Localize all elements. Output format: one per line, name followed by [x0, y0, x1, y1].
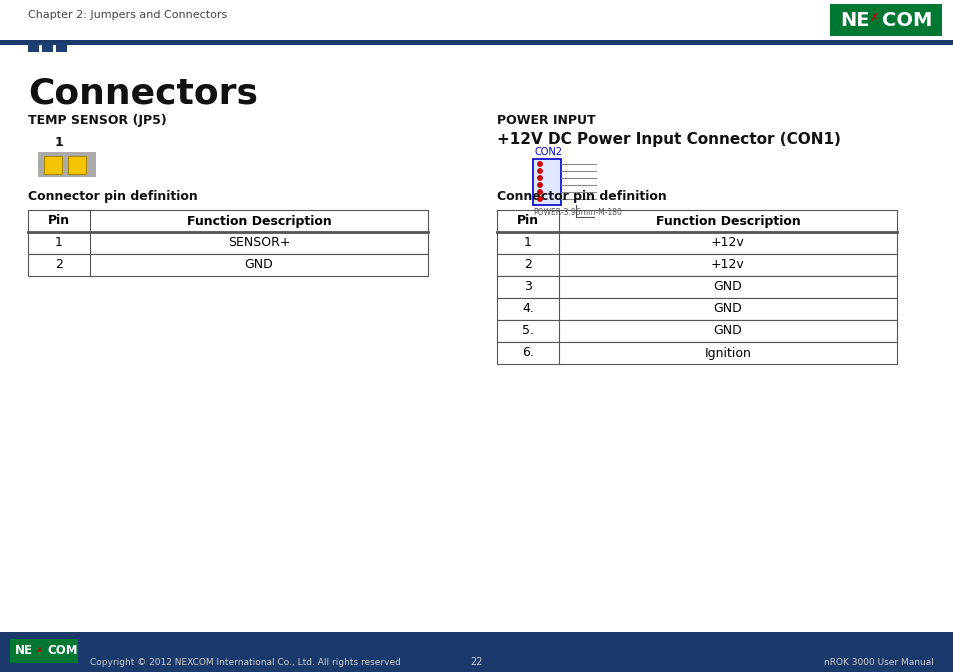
Bar	[38, 152, 96, 177]
Text: GND: GND	[713, 325, 741, 337]
Text: 6.: 6.	[521, 347, 534, 360]
Text: 1: 1	[55, 237, 63, 249]
Text: Pin: Pin	[517, 214, 538, 228]
Text: POWER INPUT: POWER INPUT	[497, 114, 595, 127]
Text: 5.: 5.	[521, 325, 534, 337]
Text: Ignition: Ignition	[704, 347, 751, 360]
Text: ✗: ✗	[35, 646, 43, 655]
Bar	[533, 159, 560, 205]
Text: CON2: CON2	[535, 147, 562, 157]
Text: 2: 2	[523, 259, 532, 271]
Text: Connector pin definition: Connector pin definition	[28, 190, 197, 203]
Text: 22: 22	[470, 657, 483, 667]
Text: 3: 3	[523, 280, 532, 294]
Circle shape	[537, 169, 541, 173]
Text: ✗: ✗	[868, 13, 878, 23]
Text: 4.: 4.	[521, 302, 534, 315]
Text: Connectors: Connectors	[28, 76, 257, 110]
Bar	[497, 342, 896, 364]
Text: Function Description: Function Description	[655, 214, 800, 228]
Bar	[0, 40, 953, 45]
Text: GND: GND	[713, 280, 741, 294]
Bar	[497, 276, 896, 298]
Text: Pin: Pin	[48, 214, 70, 228]
Text: 1: 1	[523, 237, 532, 249]
Bar	[497, 254, 896, 276]
Bar	[28, 43, 39, 52]
Bar	[0, 632, 953, 672]
Circle shape	[537, 162, 541, 166]
Text: COM: COM	[882, 11, 931, 30]
Text: +12V DC Power Input Connector (CON1): +12V DC Power Input Connector (CON1)	[497, 132, 840, 147]
Text: NE: NE	[15, 644, 33, 657]
Bar	[28, 232, 428, 254]
Bar	[829, 4, 941, 36]
Text: Connector pin definition: Connector pin definition	[497, 190, 666, 203]
Text: nROK 3000 User Manual: nROK 3000 User Manual	[823, 658, 933, 667]
Bar	[28, 210, 428, 232]
Text: GND: GND	[244, 259, 274, 271]
Text: +12v: +12v	[710, 237, 744, 249]
Circle shape	[537, 183, 541, 187]
Text: COM: COM	[47, 644, 77, 657]
Bar	[42, 43, 53, 52]
Text: Chapter 2: Jumpers and Connectors: Chapter 2: Jumpers and Connectors	[28, 10, 227, 20]
Text: NE: NE	[840, 11, 868, 30]
Bar	[497, 320, 896, 342]
Text: Function Description: Function Description	[187, 214, 331, 228]
Text: TEMP SENSOR (JP5): TEMP SENSOR (JP5)	[28, 114, 167, 127]
Bar	[497, 232, 896, 254]
Bar	[56, 43, 67, 52]
Text: SENSOR+: SENSOR+	[228, 237, 290, 249]
Text: 2: 2	[55, 259, 63, 271]
Text: 1: 1	[55, 136, 64, 149]
Bar	[68, 156, 86, 174]
Bar	[497, 298, 896, 320]
Bar	[44, 156, 62, 174]
Text: +12v: +12v	[710, 259, 744, 271]
Bar	[497, 210, 896, 232]
Circle shape	[537, 197, 541, 201]
Circle shape	[537, 190, 541, 194]
Bar	[10, 639, 78, 663]
Text: GND: GND	[713, 302, 741, 315]
Bar	[28, 254, 428, 276]
Text: Copyright © 2012 NEXCOM International Co., Ltd. All rights reserved: Copyright © 2012 NEXCOM International Co…	[90, 658, 400, 667]
Text: POWER-3.96mm-M-180: POWER-3.96mm-M-180	[533, 208, 621, 217]
Circle shape	[537, 176, 541, 180]
